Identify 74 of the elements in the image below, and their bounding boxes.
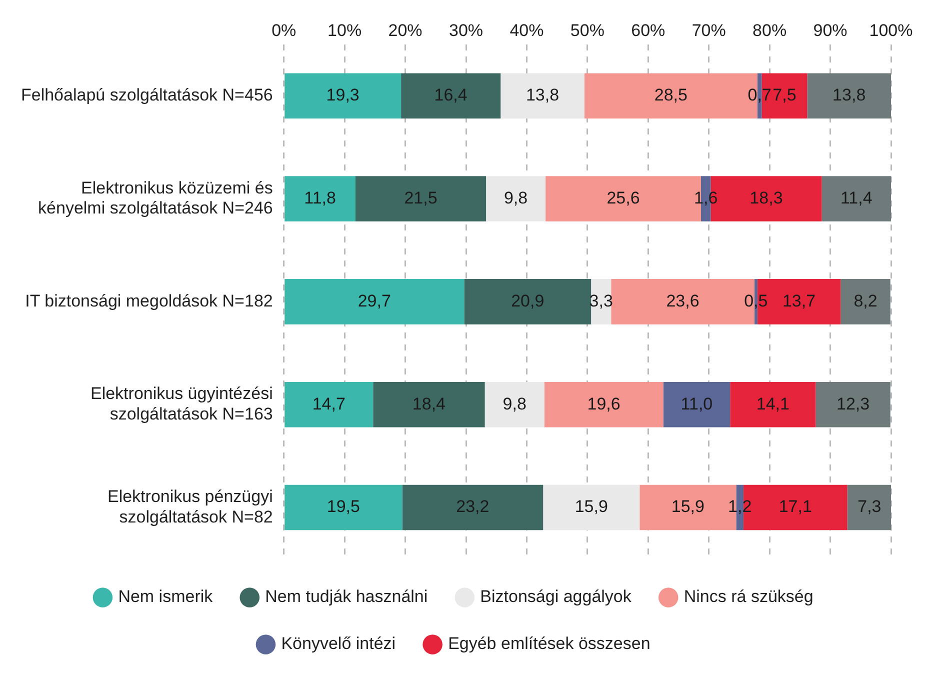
bar — [822, 176, 891, 222]
bar — [373, 382, 485, 428]
legend-label: Biztonsági aggályok — [480, 587, 632, 606]
data-label: 11,4 — [840, 188, 872, 208]
data-label: 7,5 — [772, 86, 796, 105]
bar — [663, 382, 730, 428]
data-label: 11,8 — [304, 188, 336, 208]
x-tick-label: 20% — [388, 20, 422, 40]
legend-label: Nincs rá szükség — [684, 587, 814, 606]
bar — [284, 73, 402, 119]
y-tick-label: Felhőalapú szolgáltatások N=456 — [20, 86, 273, 105]
data-label: 21,5 — [404, 188, 438, 208]
bar — [402, 484, 544, 530]
bar — [816, 382, 890, 428]
x-tick-label: 30% — [448, 20, 484, 40]
data-label: 7,3 — [858, 497, 882, 516]
x-tick-label: 60% — [631, 20, 666, 40]
y-tick-label: Elektronikus ügyintézési szolgáltatások N=163 — [90, 384, 273, 424]
bar — [284, 484, 402, 530]
x-tick-label: 80% — [752, 20, 787, 40]
x-tick-label: 50% — [570, 20, 604, 40]
data-label: 13,8 — [526, 86, 560, 105]
data-label: 9,8 — [502, 394, 526, 414]
x-tick-label: 90% — [813, 20, 848, 40]
data-label: 25,6 — [606, 188, 640, 208]
bar — [847, 484, 891, 530]
bar — [464, 279, 592, 324]
data-label: 11,0 — [680, 394, 713, 414]
bar — [284, 176, 356, 222]
data-label: 20,9 — [511, 291, 544, 310]
data-label: 9,8 — [504, 188, 528, 208]
x-tick-label: 40% — [510, 20, 544, 40]
data-label: 19,6 — [587, 394, 620, 414]
bar — [356, 176, 486, 222]
data-label: 13,7 — [782, 291, 816, 310]
data-label: 18,3 — [750, 188, 783, 208]
y-tick-label: Elektronikus pénzügyi szolgáltatások N=82 — [107, 487, 273, 526]
data-label: 18,4 — [412, 394, 446, 414]
data-label: 14,7 — [312, 394, 346, 414]
data-label: 23,6 — [666, 291, 700, 310]
data-label: 23,2 — [456, 497, 490, 516]
x-tick-label: 10% — [328, 20, 362, 40]
bar — [730, 382, 816, 428]
data-label: 15,9 — [671, 497, 704, 516]
data-label: 14,1 — [756, 394, 790, 414]
bar — [840, 279, 890, 324]
data-label: 8,2 — [854, 291, 878, 310]
legend-label: Könyvelő intézi — [281, 634, 396, 654]
data-label: 28,5 — [654, 86, 688, 105]
legend-label: Nem ismerik — [118, 587, 214, 606]
y-tick-label: IT biztonsági megoldások N=182 — [25, 291, 273, 310]
data-label: 12,3 — [836, 394, 870, 414]
data-label: 16,4 — [434, 86, 468, 105]
bar — [284, 279, 464, 324]
x-tick-label: 0% — [272, 20, 296, 40]
bar — [401, 73, 501, 119]
bar — [544, 382, 664, 428]
data-label: 29,7 — [358, 291, 391, 310]
bar — [484, 382, 544, 428]
bar — [500, 73, 584, 119]
data-label: 17,1 — [778, 497, 812, 516]
data-label: 19,3 — [326, 86, 360, 105]
bar — [284, 382, 374, 428]
y-tick-label: Elektronikus közüzemi és kényelmi szolgáltatások N=246 — [38, 178, 273, 218]
legend-label: Egyéb említések összesen — [448, 634, 650, 654]
data-label: 13,8 — [832, 86, 866, 105]
legend-label: Nem tudják használni — [265, 587, 428, 606]
bar — [486, 176, 546, 222]
x-tick-label: 70% — [692, 20, 726, 40]
bar — [543, 484, 640, 530]
data-label: 19,5 — [326, 497, 360, 516]
data-label: 15,9 — [574, 497, 608, 516]
x-tick-label: 100% — [869, 20, 913, 40]
bar — [807, 73, 891, 119]
